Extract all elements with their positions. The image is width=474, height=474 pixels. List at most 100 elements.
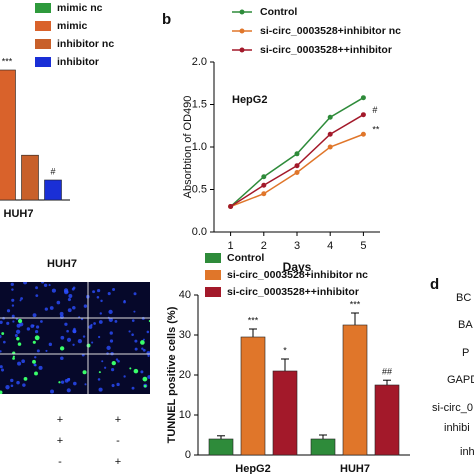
legend-swatch <box>205 270 221 280</box>
legend-label: Control <box>227 252 264 264</box>
nucleus <box>43 283 48 288</box>
x-tick-label: 5 <box>360 240 366 252</box>
nucleus <box>51 288 56 293</box>
nucleus <box>60 356 64 361</box>
row-label: GAPD <box>447 374 474 386</box>
significance: # <box>372 105 377 115</box>
nucleus <box>72 343 75 346</box>
sign: + <box>115 456 121 468</box>
nucleus <box>66 337 72 342</box>
positive-cell <box>82 370 87 375</box>
legend-swatch <box>35 3 51 13</box>
nucleus <box>26 327 31 331</box>
legend-label: si-circ_0003528+inhibitor nc <box>260 25 401 37</box>
chart-title: HepG2 <box>232 94 267 106</box>
nucleus <box>32 313 37 318</box>
nucleus <box>96 295 100 299</box>
panel-label: d <box>430 276 439 293</box>
positive-cell <box>1 332 5 335</box>
legend-label: si-circ_0003528++inhibitor <box>227 286 359 298</box>
positive-cell <box>111 360 116 366</box>
nucleus <box>67 377 71 381</box>
marker <box>327 131 333 137</box>
nucleus <box>142 338 145 341</box>
nucleus <box>111 384 115 388</box>
nucleus <box>98 335 101 339</box>
nucleus <box>40 320 43 323</box>
nucleus <box>41 282 45 284</box>
nucleus <box>35 294 39 298</box>
nucleus <box>0 368 5 372</box>
nucleus <box>60 380 65 384</box>
nucleus <box>98 387 103 392</box>
marker <box>327 114 333 120</box>
nucleus <box>56 300 61 305</box>
row-label: inh <box>460 446 474 458</box>
bar <box>21 154 39 201</box>
marker <box>360 95 366 101</box>
nucleus <box>131 386 135 390</box>
nucleus <box>20 297 23 300</box>
nucleus <box>106 345 111 351</box>
y-tick-label: 30 <box>179 329 191 341</box>
nucleus <box>92 290 96 294</box>
bar <box>208 438 234 456</box>
positive-cell <box>133 368 139 374</box>
nucleus <box>84 383 87 386</box>
nucleus <box>131 319 135 322</box>
nucleus <box>6 309 11 313</box>
y-axis-label: TUNNEL positive cells (%) <box>166 306 178 443</box>
nucleus <box>112 287 116 291</box>
marker <box>228 204 234 209</box>
marker <box>360 112 366 118</box>
nucleus <box>71 287 75 291</box>
legend-marker <box>239 28 245 34</box>
sign: + <box>57 435 63 447</box>
positive-cell <box>12 357 15 360</box>
nucleus <box>63 288 69 293</box>
legend-swatch <box>205 253 221 263</box>
nucleus <box>93 322 96 325</box>
y-tick-label: 2.0 <box>192 56 207 68</box>
nucleus <box>131 333 134 337</box>
nucleus <box>0 335 2 339</box>
positive-cell <box>23 377 28 381</box>
x-tick-label: 1 <box>228 240 234 252</box>
positive-cell <box>17 318 23 324</box>
y-tick-label: 0.0 <box>192 226 207 238</box>
nucleus <box>128 330 131 333</box>
positive-cell <box>140 340 145 345</box>
positive-cell <box>17 342 22 346</box>
legend-swatch <box>205 287 221 297</box>
nucleus <box>10 378 14 383</box>
nucleus <box>134 339 138 343</box>
nucleus <box>11 304 15 307</box>
nucleus <box>35 286 38 290</box>
y-tick-label: 0.5 <box>192 183 207 195</box>
nucleus <box>35 325 40 329</box>
nucleus <box>49 306 54 310</box>
image-title: HUH7 <box>47 258 77 270</box>
significance: * <box>283 345 287 355</box>
x-tick-label: HepG2 <box>235 463 270 474</box>
nucleus <box>140 370 144 374</box>
nucleus <box>16 380 20 385</box>
bar <box>272 370 298 456</box>
nucleus <box>73 381 77 386</box>
nucleus <box>107 292 111 296</box>
nucleus <box>98 320 103 324</box>
microscopy <box>0 282 150 394</box>
legend-label: mimic <box>57 20 88 32</box>
nucleus <box>38 365 43 370</box>
positive-cell <box>142 376 148 382</box>
nucleus <box>22 383 26 387</box>
nucleus <box>5 385 10 390</box>
nucleus <box>21 359 26 364</box>
positive-cell <box>129 367 132 370</box>
legend-label: inhibitor <box>57 56 99 68</box>
y-tick-label: 1.5 <box>192 98 207 110</box>
legend-label: mimic nc <box>57 2 103 14</box>
legend-swatch <box>35 39 51 49</box>
nucleus <box>108 317 113 322</box>
